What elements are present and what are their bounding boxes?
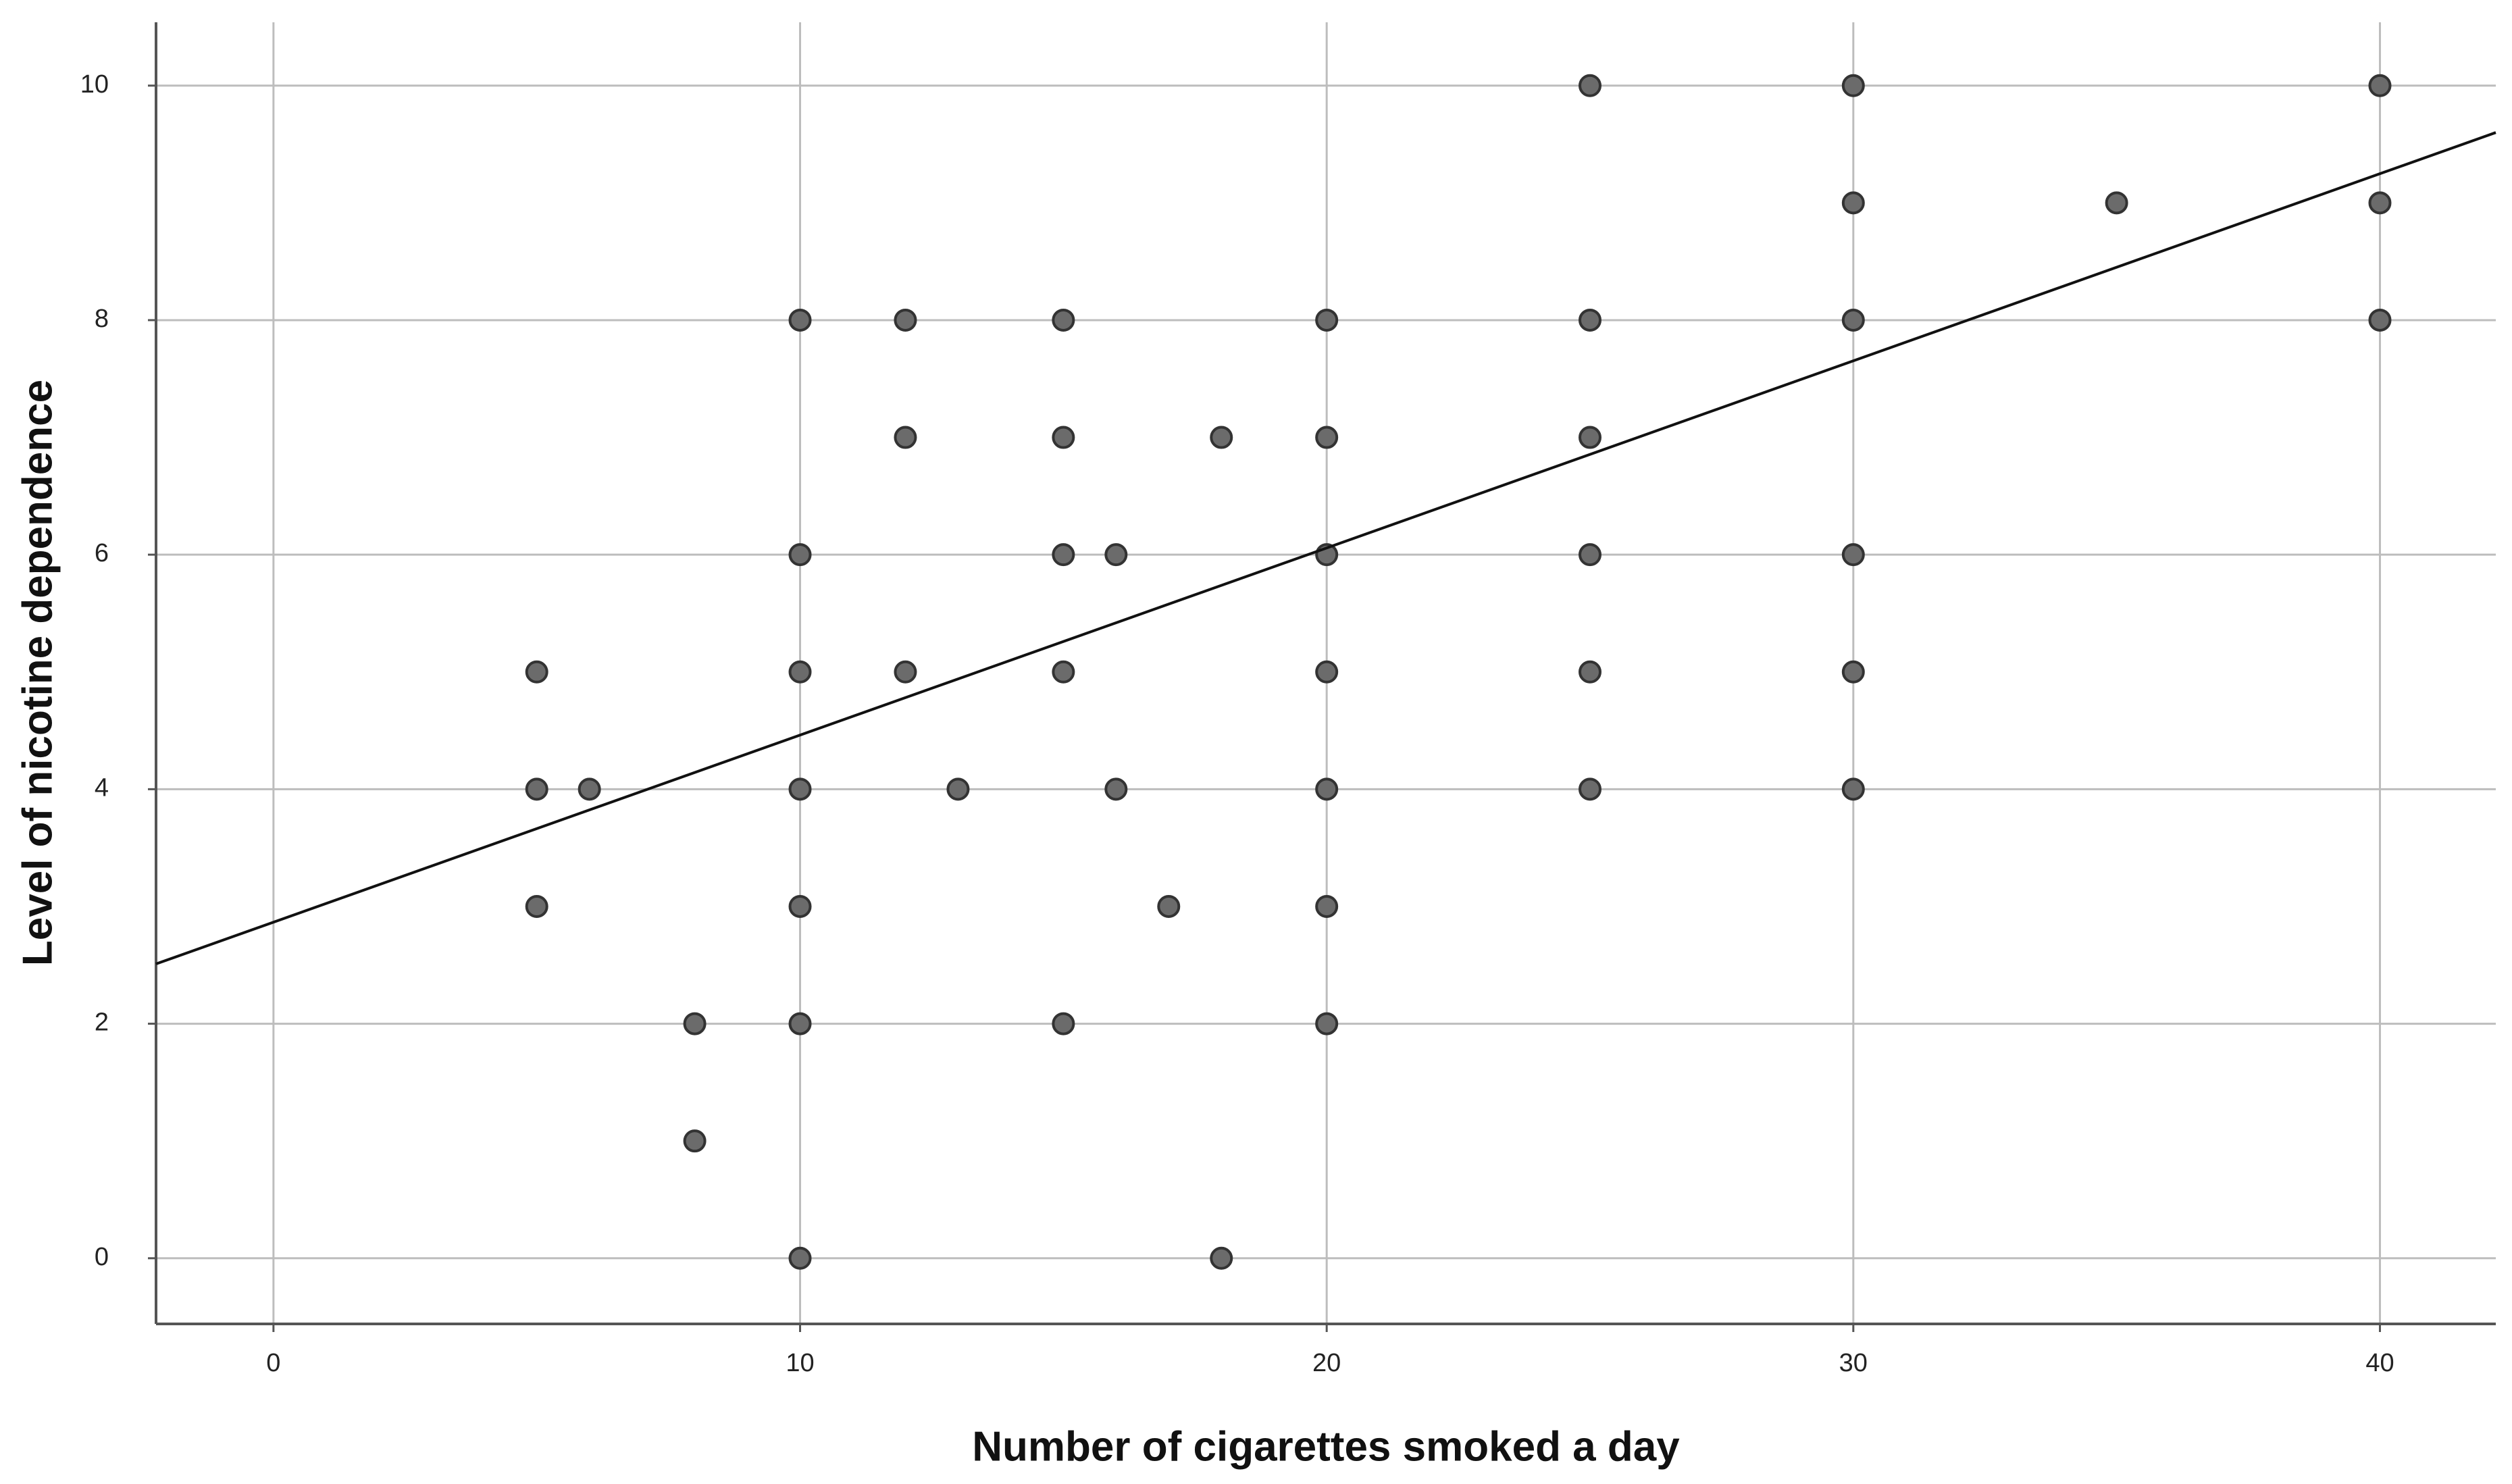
point [1210,426,1233,449]
point [1315,308,1339,332]
y-tick-label: 8 [95,305,109,333]
y-tick-label: 0 [95,1243,109,1271]
point [1841,191,1865,215]
point [2105,191,2128,215]
x-tick-label: 40 [2365,1349,2394,1377]
x-tick-label: 0 [266,1349,280,1377]
y-tick-label: 6 [95,539,109,567]
x-axis-title: Number of cigarettes smoked a day [972,1423,1680,1470]
x-tick-label: 10 [786,1349,814,1377]
point [1104,543,1128,567]
point [1841,308,1865,332]
point [894,426,917,449]
point [1052,426,1075,449]
point [788,660,812,684]
point [1052,1012,1075,1035]
x-tick-label: 30 [1839,1349,1868,1377]
point [1841,660,1865,684]
y-tick-label: 10 [80,70,109,99]
point [1578,426,1601,449]
point [788,894,812,918]
point [1315,660,1339,684]
point [525,777,548,801]
fit-line [155,131,2496,965]
point [1315,777,1339,801]
point [1841,74,1865,97]
y-tick-label: 2 [95,1008,109,1037]
point [1315,1012,1339,1035]
point [1841,777,1865,801]
point [1841,543,1865,567]
point [788,1012,812,1035]
point [894,308,917,332]
point [1104,777,1128,801]
point [788,777,812,801]
point [1578,74,1601,97]
point [1052,308,1075,332]
point [1157,894,1181,918]
point [1578,308,1601,332]
y-axis-title: Level of nicotine dependence [14,380,61,966]
point [525,660,548,684]
point [1052,543,1075,567]
point [788,543,812,567]
point [525,894,548,918]
point [2368,74,2392,97]
point [2368,191,2392,215]
point [683,1129,707,1153]
point [1052,660,1075,684]
point [1578,777,1601,801]
point [683,1012,707,1035]
point [946,777,970,801]
point [788,1246,812,1270]
point [578,777,601,801]
x-tick-label: 20 [1312,1349,1341,1377]
point [1578,543,1601,567]
point [894,660,917,684]
point [788,308,812,332]
point [1210,1246,1233,1270]
point [2368,308,2392,332]
point [1315,426,1339,449]
y-tick-label: 4 [95,773,109,802]
point [1578,660,1601,684]
point [1315,894,1339,918]
